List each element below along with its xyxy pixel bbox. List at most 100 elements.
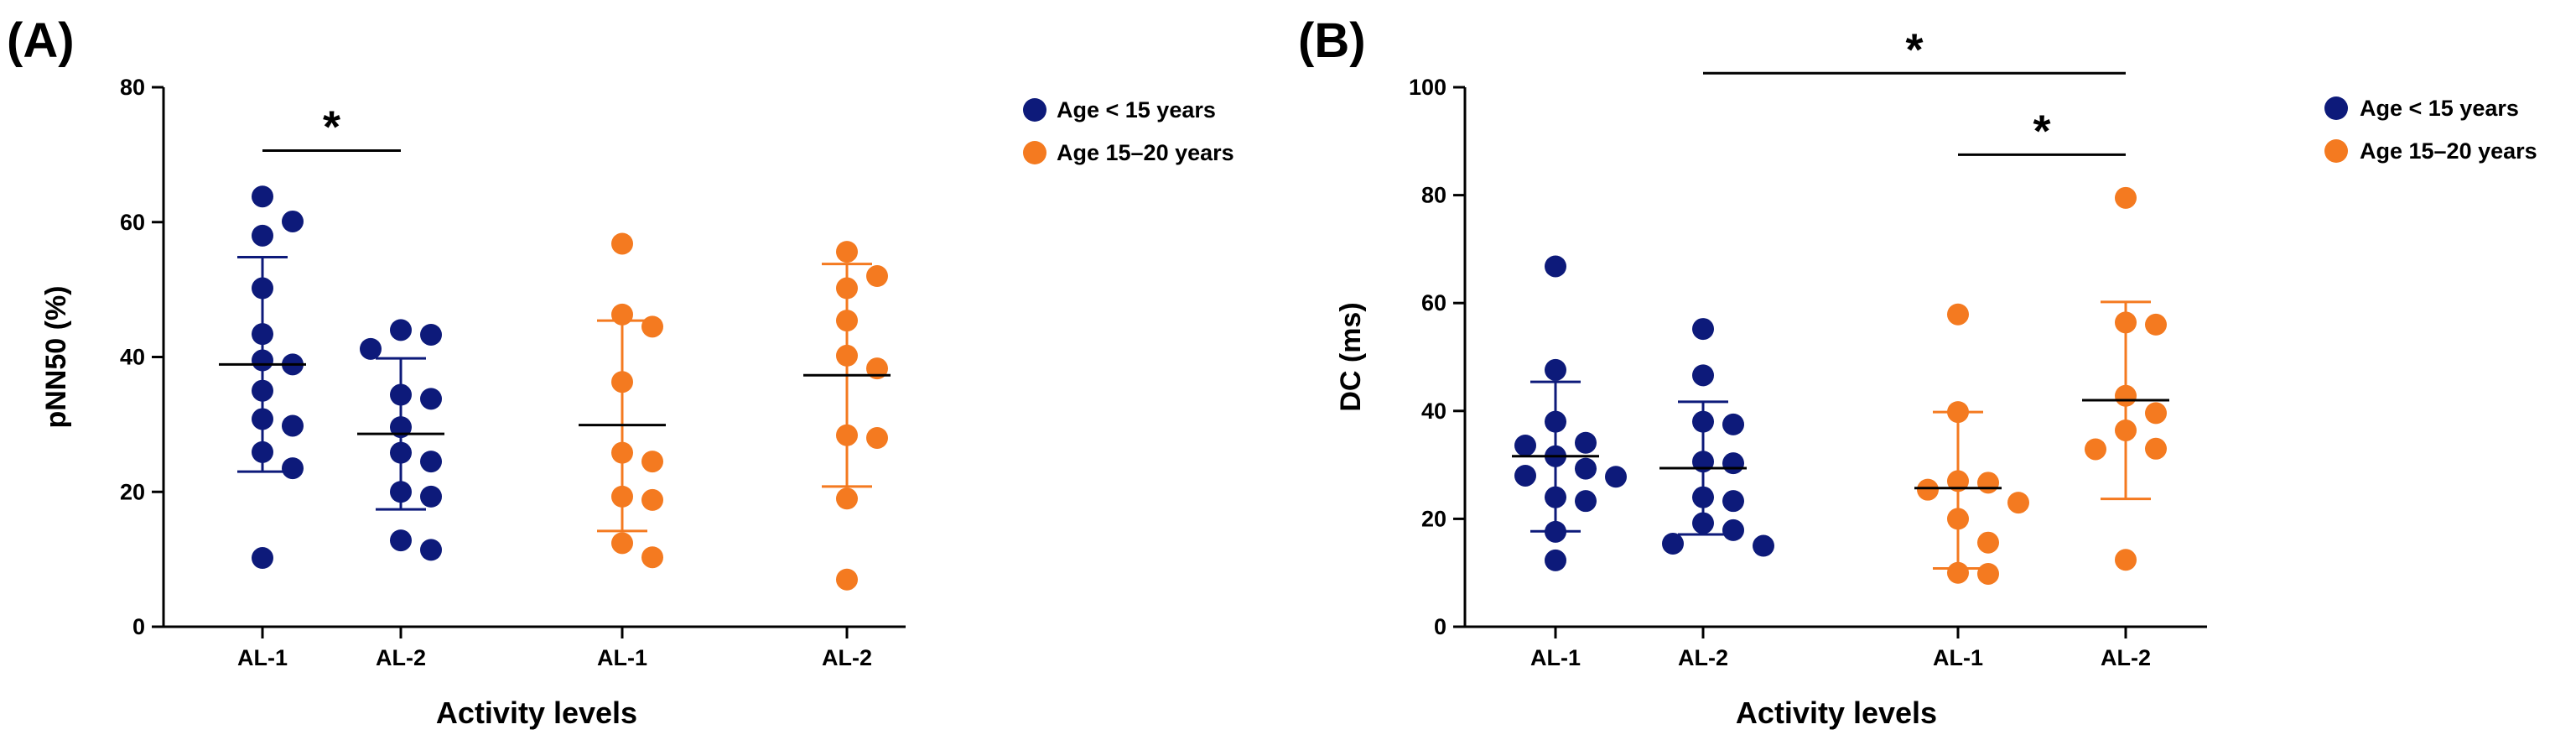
legend-label: Age 15–20 years — [1057, 140, 1234, 165]
data-point — [1545, 549, 1566, 571]
y-tick-label: 0 — [132, 614, 145, 639]
data-point — [1722, 490, 1744, 513]
data-point — [1545, 486, 1566, 508]
data-point — [1545, 255, 1566, 278]
data-point — [390, 529, 412, 552]
panel-a: (A) 0 20 40 60 80 pNN50 (%) Activity levels AL-1… — [7, 13, 1234, 730]
data-point — [252, 277, 273, 300]
y-axis-label: DC (ms) — [1335, 302, 1367, 411]
data-point — [2145, 437, 2167, 460]
x-tick-label: AL-1 — [1530, 645, 1581, 670]
data-point — [390, 319, 412, 341]
data-point — [1692, 410, 1714, 433]
x-axis-label: Activity levels — [436, 696, 637, 730]
data-point — [2007, 492, 2029, 514]
data-point — [611, 441, 633, 464]
y-tick-label: 40 — [120, 345, 145, 370]
data-point — [2145, 402, 2167, 425]
data-point — [1575, 490, 1597, 513]
data-point — [360, 337, 382, 360]
data-point — [1514, 464, 1536, 487]
data-point — [1977, 472, 1999, 494]
y-tick-label: 0 — [1434, 614, 1446, 639]
data-point — [252, 408, 273, 430]
data-point — [2085, 438, 2106, 461]
data-point — [1722, 452, 1744, 475]
data-point — [836, 310, 858, 332]
data-point — [390, 383, 412, 406]
data-point — [1575, 431, 1597, 454]
data-point — [1545, 410, 1566, 433]
data-point — [2115, 384, 2137, 407]
data-point — [420, 323, 442, 346]
y-tick-label: 80 — [120, 75, 145, 100]
data-point — [420, 485, 442, 508]
data-point — [836, 487, 858, 510]
legend-label: Age < 15 years — [2360, 96, 2519, 121]
x-axis-label: Activity levels — [1736, 696, 1937, 730]
data-point — [1977, 562, 1999, 585]
data-point — [252, 224, 273, 247]
data-point — [641, 488, 663, 511]
significance-star: * — [2033, 106, 2050, 156]
data-point — [641, 546, 663, 569]
data-point — [252, 323, 273, 346]
data-point — [1545, 358, 1566, 381]
data-point — [1917, 478, 1939, 501]
data-point — [252, 379, 273, 402]
data-point — [836, 568, 858, 591]
data-point — [1545, 520, 1566, 543]
data-point — [866, 426, 888, 449]
data-point — [836, 277, 858, 300]
data-point — [282, 414, 304, 437]
data-point — [836, 344, 858, 367]
data-point — [1692, 512, 1714, 534]
y-tick-label: 40 — [1421, 399, 1446, 424]
data-point — [1947, 470, 1969, 492]
significance-star: * — [1905, 24, 1923, 75]
y-axis-label: pNN50 (%) — [40, 285, 72, 428]
x-tick-label: AL-2 — [822, 645, 872, 670]
data-point — [2115, 311, 2137, 334]
data-point — [390, 481, 412, 503]
panel-label: (B) — [1298, 13, 1366, 68]
data-point — [1722, 413, 1744, 435]
y-tick-label: 60 — [120, 210, 145, 235]
legend-label: Age 15–20 years — [2360, 138, 2537, 164]
x-tick-label: AL-2 — [1678, 645, 1728, 670]
data-point — [1514, 434, 1536, 456]
data-point — [611, 485, 633, 508]
data-point — [390, 441, 412, 464]
y-tick-label: 80 — [1421, 183, 1446, 208]
data-point — [2145, 313, 2167, 336]
data-point — [252, 547, 273, 570]
data-point — [641, 315, 663, 338]
data-point — [390, 416, 412, 439]
data-point — [420, 451, 442, 473]
legend-marker — [2324, 96, 2348, 120]
data-point — [1692, 318, 1714, 341]
data-point — [252, 349, 273, 372]
y-tick-label: 20 — [1421, 506, 1446, 531]
significance-star: * — [323, 102, 340, 153]
data-point — [282, 457, 304, 480]
data-point — [611, 532, 633, 555]
data-point — [1947, 561, 1969, 584]
data-point — [1947, 508, 1969, 530]
data-point — [866, 265, 888, 288]
legend-label: Age < 15 years — [1057, 97, 1216, 122]
data-point — [252, 185, 273, 208]
data-point — [1692, 364, 1714, 387]
data-point — [282, 210, 304, 232]
data-point — [836, 241, 858, 263]
x-tick-label: AL-2 — [376, 645, 426, 670]
data-point — [1692, 486, 1714, 508]
data-point — [1605, 466, 1627, 488]
data-point — [2115, 186, 2137, 209]
data-point — [1575, 457, 1597, 480]
y-tick-label: 100 — [1409, 75, 1446, 100]
data-point — [420, 388, 442, 410]
data-point — [1977, 531, 1999, 554]
data-point — [641, 451, 663, 473]
